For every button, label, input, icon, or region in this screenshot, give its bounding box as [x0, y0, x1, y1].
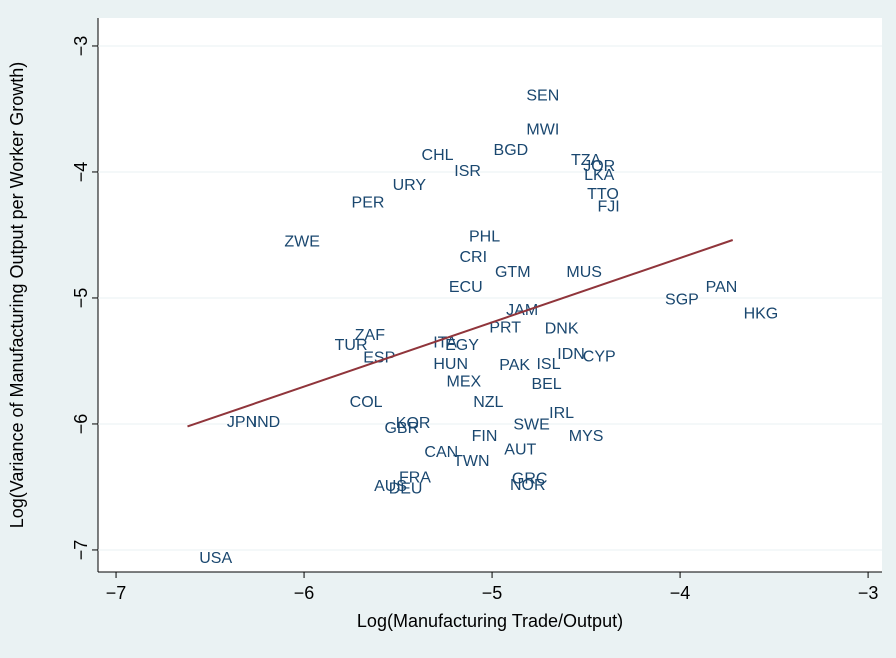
- point-label: JPN: [227, 414, 257, 431]
- point-label: GBR: [384, 420, 419, 437]
- point-label: IRL: [549, 405, 574, 422]
- point-label: CAN: [424, 444, 458, 461]
- point-label: CRI: [459, 249, 487, 266]
- point-label: FIN: [472, 428, 498, 445]
- point-label: TWN: [453, 453, 489, 470]
- point-label: COL: [350, 394, 383, 411]
- point-label: DNK: [545, 321, 579, 338]
- point-label: TUR: [335, 337, 368, 354]
- y-axis-title: Log(Variance of Manufacturing Output per…: [7, 62, 27, 529]
- point-label: ZWE: [284, 234, 320, 251]
- point-label: PHL: [469, 229, 500, 246]
- point-label: ZAF: [355, 327, 385, 344]
- x-tick-label: −6: [294, 583, 315, 603]
- point-label: PER: [352, 195, 385, 212]
- point-label: AUT: [504, 442, 536, 459]
- point-label: GTM: [495, 264, 531, 281]
- point-label: GRC: [512, 471, 548, 488]
- point-label: SGP: [665, 292, 699, 309]
- fit-line: [187, 239, 734, 428]
- point-label: IDN: [557, 346, 585, 363]
- point-label: KOR: [396, 415, 431, 432]
- y-tick-label: −4: [71, 162, 91, 183]
- point-label: ISR: [454, 163, 481, 180]
- point-label: ISL: [536, 356, 560, 373]
- point-label: CHL: [422, 147, 454, 164]
- y-tick-label: −6: [71, 414, 91, 435]
- point-label: BEL: [531, 376, 561, 393]
- point-label: ESP: [363, 350, 395, 367]
- point-label: TTO: [587, 186, 619, 203]
- point-label: MYS: [569, 428, 604, 445]
- point-label: FRA: [399, 469, 431, 486]
- point-label: IND: [253, 414, 281, 431]
- x-tick-label: −5: [482, 583, 503, 603]
- x-tick-label: −4: [670, 583, 691, 603]
- point-label: MWI: [526, 122, 559, 139]
- point-label: HKG: [744, 306, 779, 323]
- x-tick-label: −7: [106, 583, 127, 603]
- point-label: SWE: [513, 416, 549, 433]
- point-label: NOR: [510, 477, 546, 494]
- point-label: PAN: [706, 279, 738, 296]
- point-label: PAK: [499, 357, 530, 374]
- plot-area: [98, 18, 882, 572]
- point-label: AUS: [374, 478, 407, 495]
- point-label: DEU: [389, 481, 423, 498]
- x-tick-label: −3: [858, 583, 879, 603]
- point-label: USA: [199, 550, 232, 567]
- point-label: SEN: [526, 88, 559, 105]
- point-label: MUS: [566, 264, 602, 281]
- point-label: CYP: [583, 348, 616, 365]
- point-label: FJI: [598, 198, 620, 215]
- y-tick-label: −3: [71, 36, 91, 57]
- point-label: JOR: [583, 158, 615, 175]
- point-label: URY: [393, 177, 427, 194]
- point-label: EGY: [445, 337, 479, 354]
- point-label: NZL: [473, 394, 503, 411]
- point-label: ITA: [433, 335, 457, 352]
- point-label: HUN: [433, 356, 468, 373]
- point-label: BGD: [494, 142, 529, 159]
- point-label: MEX: [447, 374, 482, 391]
- y-tick-label: −5: [71, 288, 91, 309]
- point-label: LKA: [584, 167, 615, 184]
- point-label: ECU: [449, 279, 483, 296]
- point-label: TZA: [571, 152, 602, 169]
- y-tick-label: −7: [71, 540, 91, 561]
- x-axis-title: Log(Manufacturing Trade/Output): [357, 611, 623, 631]
- point-label: PRT: [489, 319, 521, 336]
